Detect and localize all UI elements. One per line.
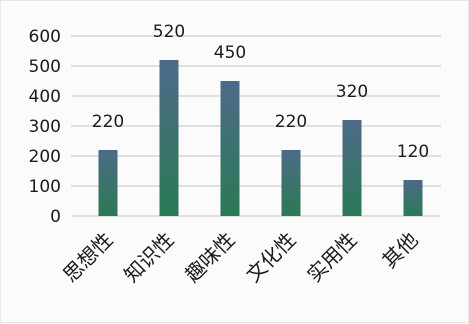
bar bbox=[98, 150, 118, 216]
data-label: 120 bbox=[397, 142, 429, 162]
category-label: 知识性 bbox=[119, 228, 178, 287]
y-axis-ticks: 0 100 200 300 400 500 600 bbox=[29, 27, 61, 227]
data-labels: 220 520 450 220 320 120 bbox=[92, 22, 429, 162]
bar bbox=[281, 150, 301, 216]
bar bbox=[403, 180, 423, 216]
data-label: 220 bbox=[275, 112, 307, 132]
data-label: 450 bbox=[214, 43, 246, 63]
bar bbox=[342, 120, 362, 216]
bar bbox=[220, 81, 240, 216]
data-label: 220 bbox=[92, 112, 124, 132]
category-label: 实用性 bbox=[302, 228, 361, 287]
y-tick-label: 400 bbox=[29, 87, 61, 107]
gridlines bbox=[71, 35, 441, 217]
category-label: 思想性 bbox=[58, 228, 117, 287]
bars bbox=[98, 60, 423, 216]
data-label: 320 bbox=[336, 82, 368, 102]
y-tick-label: 100 bbox=[29, 177, 61, 197]
category-labels: 思想性 知识性 趣味性 文化性 实用性 其他 bbox=[58, 228, 422, 287]
y-tick-label: 200 bbox=[29, 147, 61, 167]
category-label: 文化性 bbox=[241, 228, 300, 287]
y-tick-label: 600 bbox=[29, 27, 61, 47]
category-label: 趣味性 bbox=[180, 228, 239, 287]
y-tick-label: 500 bbox=[29, 57, 61, 77]
category-label: 其他 bbox=[377, 228, 422, 273]
y-tick-label: 0 bbox=[50, 207, 61, 227]
bar bbox=[159, 60, 179, 216]
data-label: 520 bbox=[153, 22, 185, 42]
y-tick-label: 300 bbox=[29, 117, 61, 137]
